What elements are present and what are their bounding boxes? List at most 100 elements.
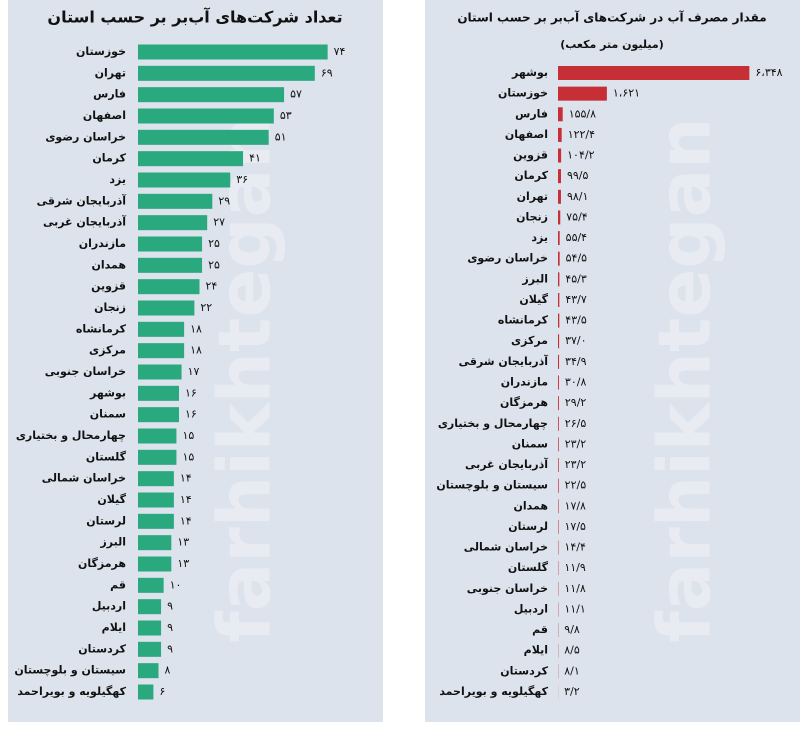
value-label: ۲۷ [213,216,225,229]
bar [138,172,231,188]
value-label: ۱۴ [180,493,192,506]
value-label: ۹۹/۵ [567,169,589,182]
category-label: آذربایجان شرقی [37,193,127,207]
panel [425,0,800,722]
value-label: ۶ [159,685,165,698]
category-label: گلستان [86,450,127,463]
category-label: گلستان [508,561,549,574]
category-label: کهگیلویه و بویراحمد [439,685,548,698]
bar [558,272,560,287]
category-label: لرستان [86,514,126,527]
chart-subtitle: (میلیون متر مکعب) [560,38,664,51]
bar [138,428,177,444]
value-label: ۱۵ [182,450,194,463]
value-label: ۳۶ [236,173,248,186]
category-label: سیستان و بلوچستان [436,479,548,492]
bar [138,535,172,551]
value-label: ۱۳ [177,557,189,570]
bar [558,148,562,163]
category-label: مازندران [501,376,548,389]
value-label: ۱۳ [177,536,189,549]
bar [558,210,561,225]
value-label: ۷۵/۴ [566,210,588,223]
category-label: ایلام [524,644,548,657]
category-label: ایلام [102,621,126,634]
bar [558,478,559,493]
category-label: اصفهان [83,109,126,122]
category-label: همدان [513,499,548,512]
value-label: ۵۷ [290,88,302,101]
chart-title: تعداد شرکت‌های آب‌بر بر حسب استان [47,7,342,27]
category-label: فارس [515,107,548,120]
bar [558,292,560,307]
category-label: مازندران [79,237,126,250]
value-label: ۱۷/۵ [565,520,587,533]
bar [138,492,174,508]
bar [558,458,559,473]
category-label: قم [532,623,548,636]
bar [138,449,177,465]
category-label: خراسان شمالی [42,472,126,485]
category-label: هرمزگان [78,557,126,570]
bar [138,108,274,124]
value-label: ۱۵۵/۸ [569,107,596,120]
value-label: ۲۶/۵ [565,417,587,430]
value-label: ۴۱ [249,152,261,165]
category-label: کرمان [92,152,126,165]
category-label: یزد [109,173,126,186]
category-label: قزوین [91,280,126,293]
bar [558,313,560,328]
value-label: ۱۶ [185,386,197,399]
bar [558,169,561,184]
category-label: قم [110,578,126,591]
bar [138,300,195,316]
value-label: ۱۲۲/۴ [568,128,595,141]
bar [558,499,559,514]
bar [138,236,203,252]
bar [138,385,179,401]
bar [558,66,750,80]
bar [558,189,561,204]
value-label: ۱۶ [185,408,197,421]
value-label: ۴۳/۷ [565,293,587,306]
bar [558,334,560,349]
category-label: سیستان و بلوچستان [14,664,126,677]
value-label: ۱۱/۸ [564,582,586,595]
category-label: چهارمحال و بختیاری [438,417,548,430]
bar [138,599,162,615]
value-label: ۳۰/۸ [565,376,587,389]
category-label: خراسان رضوی [467,252,548,265]
value-label: ۱۸ [190,322,202,335]
category-label: چهارمحال و بختیاری [16,429,126,442]
category-label: خراسان جنوبی [45,365,126,378]
bar [138,471,174,487]
category-label: اردبیل [514,602,548,615]
category-label: سمنان [90,408,126,421]
bar [138,321,185,337]
value-label: ۴۳/۵ [565,314,587,327]
bar [138,577,164,593]
category-label: مرکزی [511,334,548,347]
bar [138,129,269,145]
category-label: البرز [99,536,126,549]
bar [138,364,182,380]
category-label: هرمزگان [500,396,548,409]
category-label: مرکزی [89,344,126,357]
value-label: ۹ [167,642,173,655]
category-label: کرمانشاه [76,322,127,335]
value-label: ۶،۳۴۸ [755,66,782,79]
value-label: ۵۳ [280,109,292,122]
value-label: ۵۵/۴ [566,231,588,244]
category-label: تهران [517,190,548,203]
bar [558,396,559,411]
panel [8,0,383,722]
value-label: ۳۷/۰ [565,334,586,347]
category-label: البرز [521,272,548,285]
bar [558,416,559,431]
category-label: زنجان [94,301,126,314]
category-label: فارس [93,88,126,101]
value-label: ۳/۲ [564,685,580,698]
category-label: کرمان [514,169,548,182]
category-label: لرستان [508,520,548,533]
value-label: ۲۹/۲ [565,396,587,409]
